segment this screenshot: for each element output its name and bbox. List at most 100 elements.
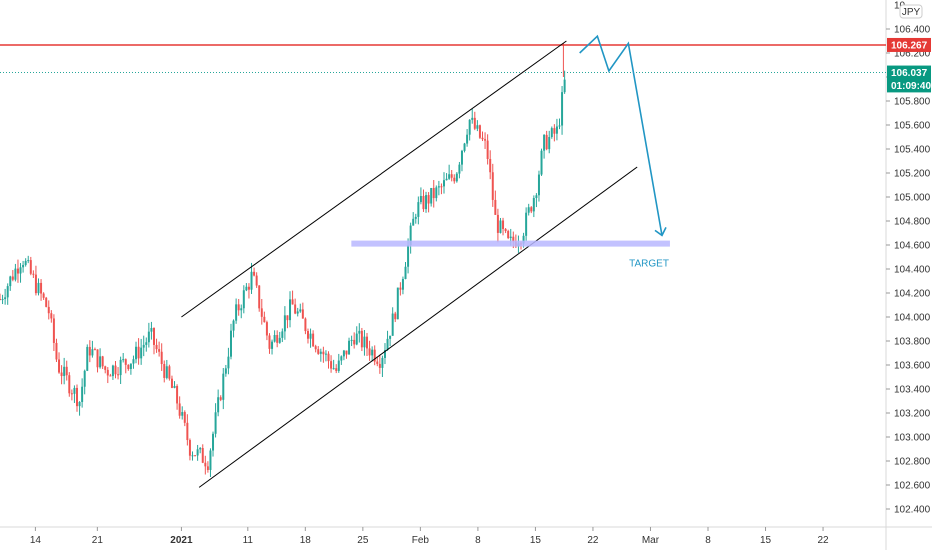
candle-body <box>502 220 505 229</box>
candle-body <box>165 366 168 378</box>
candle-body <box>294 304 297 314</box>
candle-body <box>440 186 443 188</box>
candle-body <box>463 143 466 151</box>
candle-body <box>58 359 61 373</box>
candle-body <box>291 299 294 305</box>
symbol-label-box[interactable] <box>899 4 923 19</box>
candle-body <box>99 356 102 368</box>
price-badge-label: 106.267 <box>891 40 928 51</box>
candle-body <box>342 350 345 357</box>
candle-body <box>453 177 456 182</box>
candle-body <box>188 440 191 456</box>
y-tick-label: 103.000 <box>894 433 931 444</box>
candle-body <box>407 245 410 267</box>
candle-body <box>545 134 548 150</box>
candle-body <box>283 315 286 332</box>
projection-path[interactable] <box>579 34 663 236</box>
x-tick-label: 8 <box>475 535 481 546</box>
candle-body <box>60 372 63 377</box>
candle-body <box>158 349 161 352</box>
candle-body <box>394 313 397 320</box>
candle-body <box>430 187 433 204</box>
candle-body <box>253 271 256 276</box>
candle-body <box>247 286 250 290</box>
candle-body <box>419 195 422 203</box>
candle-body <box>366 336 369 349</box>
candle-body <box>9 276 12 287</box>
price-badge <box>887 65 931 80</box>
candle-body <box>391 313 394 336</box>
candle-body <box>396 287 399 320</box>
candle-body <box>299 309 302 312</box>
price-badge <box>887 37 931 52</box>
candle-body <box>466 134 469 144</box>
candle-body <box>322 351 325 355</box>
y-tick-label: 102.600 <box>894 481 931 492</box>
candle-body <box>512 236 515 242</box>
x-tick-label: 14 <box>30 535 42 546</box>
candle-body <box>150 328 153 332</box>
y-tick-label: 104.000 <box>894 313 931 324</box>
candle-body <box>83 370 86 387</box>
candle-body <box>152 328 155 345</box>
y-tick-label: 103.200 <box>894 409 931 420</box>
candle-body <box>194 455 197 457</box>
candle-body <box>255 275 258 286</box>
candle-body <box>206 466 209 470</box>
candle-body <box>445 178 448 181</box>
x-tick-label: 11 <box>243 535 254 546</box>
y-tick-label: 106.400 <box>894 25 931 36</box>
candle-body <box>181 412 184 416</box>
candle-body <box>509 236 512 238</box>
candle-body <box>6 286 9 298</box>
candle-body <box>40 282 43 294</box>
candle-body <box>350 339 353 341</box>
channel-line-lower[interactable] <box>198 166 638 488</box>
candle-body <box>494 199 497 215</box>
candle-body <box>258 285 261 309</box>
candle-body <box>561 92 564 126</box>
candle-body <box>486 140 489 159</box>
candle-body <box>114 365 117 375</box>
candle-body <box>122 359 125 361</box>
candle-body <box>168 366 171 379</box>
candle-body <box>389 335 392 339</box>
candle-body <box>537 174 540 196</box>
x-tick-label: 22 <box>587 535 599 546</box>
candle-body <box>117 374 120 376</box>
candle-body <box>535 195 538 198</box>
y-tick-label: 105.800 <box>894 97 931 108</box>
candle-body <box>111 365 114 377</box>
target-zone[interactable] <box>351 240 670 247</box>
candle-body <box>75 387 78 407</box>
candle-body <box>353 339 356 345</box>
candle-body <box>27 260 30 262</box>
candle-body <box>224 368 227 374</box>
candle-body <box>404 266 407 279</box>
candle-body <box>471 117 474 120</box>
candle-body <box>504 228 507 232</box>
candle-body <box>91 349 94 356</box>
x-tick-label: Mar <box>642 535 660 546</box>
candle-body <box>481 137 484 140</box>
candle-body <box>414 216 417 219</box>
candle-body <box>363 336 366 348</box>
candle-body <box>170 378 173 388</box>
candle-body <box>109 375 112 377</box>
candle-body <box>163 364 166 378</box>
candle-body <box>14 268 17 280</box>
candle-body <box>555 126 558 134</box>
candle-body <box>260 308 263 317</box>
candle-body <box>458 164 461 174</box>
channel-line-upper[interactable] <box>181 40 567 318</box>
candle-body <box>563 79 566 93</box>
candle-body <box>314 346 317 350</box>
candle-body <box>399 287 402 290</box>
candle-body <box>47 306 50 314</box>
candle-body <box>186 422 189 441</box>
candle-body <box>135 346 138 360</box>
candle-body <box>209 450 212 470</box>
